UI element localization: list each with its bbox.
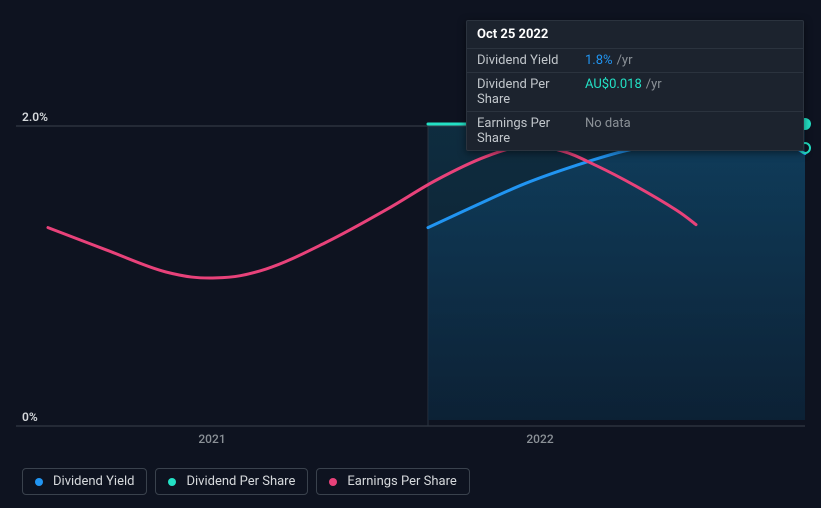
tooltip-row: Dividend Per ShareAU$0.018/yr bbox=[467, 73, 803, 112]
legend-toggle[interactable]: Dividend Per Share bbox=[155, 468, 308, 495]
tooltip-metric-label: Dividend Per Share bbox=[477, 77, 585, 107]
legend-label: Dividend Yield bbox=[53, 474, 134, 489]
legend-label: Earnings Per Share bbox=[347, 474, 456, 489]
y-axis-label-bottom: 0% bbox=[22, 410, 38, 424]
x-axis-label-2021: 2021 bbox=[198, 432, 225, 446]
y-axis-label-top: 2.0% bbox=[22, 110, 48, 124]
tooltip-metric-label: Dividend Yield bbox=[477, 53, 585, 68]
tooltip-row: Dividend Yield1.8%/yr bbox=[467, 49, 803, 73]
tooltip-metric-value: AU$0.018/yr bbox=[585, 77, 793, 107]
legend-toggle[interactable]: Earnings Per Share bbox=[316, 468, 469, 495]
legend: Dividend Yield Dividend Per Share Earnings… bbox=[22, 468, 470, 495]
dividend-chart: 2.0% 0% Past 2021 2022 Oct 25 2022 Divid… bbox=[0, 0, 821, 508]
legend-dot-icon bbox=[35, 478, 43, 486]
legend-label: Dividend Per Share bbox=[186, 474, 295, 489]
tooltip-metric-value: 1.8%/yr bbox=[585, 53, 793, 68]
legend-dot-icon bbox=[168, 478, 176, 486]
legend-toggle[interactable]: Dividend Yield bbox=[22, 468, 147, 495]
tooltip-metric-label: Earnings Per Share bbox=[477, 116, 585, 146]
tooltip-row: Earnings Per ShareNo data bbox=[467, 112, 803, 150]
legend-dot-icon bbox=[329, 478, 337, 486]
tooltip-metric-value: No data bbox=[585, 116, 793, 146]
hover-tooltip: Oct 25 2022 Dividend Yield1.8%/yrDividen… bbox=[466, 20, 804, 151]
tooltip-date: Oct 25 2022 bbox=[467, 21, 803, 49]
x-axis-label-2022: 2022 bbox=[526, 432, 553, 446]
